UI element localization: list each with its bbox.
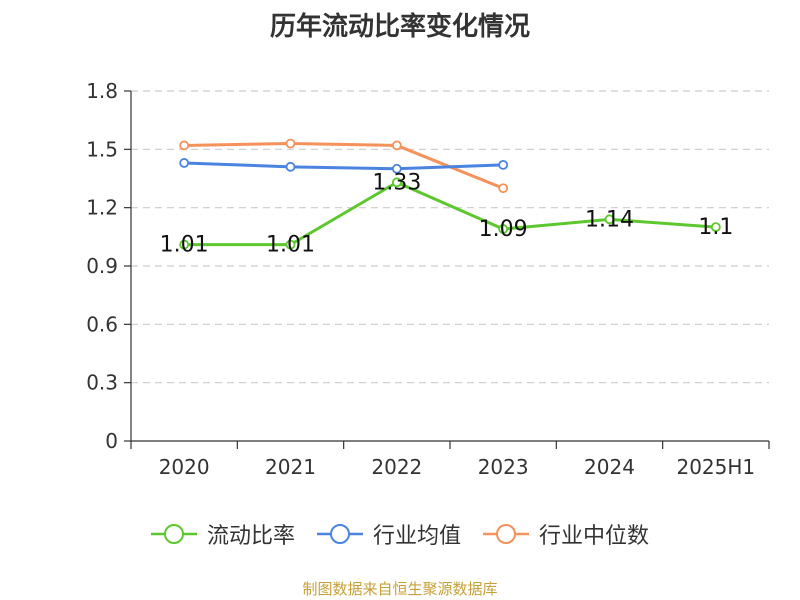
data-point (391, 140, 402, 151)
legend: 流动比率 行业均值 行业中位数 (0, 518, 800, 550)
data-point (710, 222, 721, 233)
data-point (604, 214, 615, 225)
data-point (498, 159, 509, 170)
data-point (391, 177, 402, 188)
x-tick-label: 2022 (371, 455, 422, 479)
legend-swatch (150, 524, 197, 544)
data-label: 1.01 (160, 233, 209, 258)
legend-label: 行业均值 (372, 524, 461, 549)
x-tick-label: 2023 (478, 455, 529, 479)
data-point (285, 161, 296, 172)
data-label: 1.14 (585, 207, 634, 232)
data-label: 1.09 (479, 217, 528, 242)
data-labels: 1.01 1.01 1.33 1.09 1.14 1.1 (160, 170, 734, 257)
y-tick-label: 1.5 (86, 137, 118, 161)
y-tick-label: 0.6 (86, 312, 118, 336)
axes: 0 0.3 0.6 0.9 1.2 1.5 1.8 2020 2021 2022 2023 2024 2… (86, 79, 770, 479)
data-point (391, 163, 402, 174)
legend-item-1[interactable]: 行业均值 (316, 518, 461, 550)
y-tick-label: 0.3 (86, 371, 118, 395)
chart-title: 历年流动比率变化情况 (269, 12, 530, 42)
legend-marker (163, 524, 184, 544)
series-line-0 (184, 180, 716, 247)
x-tick-label: 2021 (265, 455, 316, 479)
grid (131, 90, 769, 384)
x-tick-label: 2025H1 (676, 455, 755, 479)
legend-item-2[interactable]: 行业中位数 (483, 518, 649, 550)
legend-label: 行业中位数 (539, 524, 650, 549)
data-point (498, 224, 509, 234)
legend-item-0[interactable]: 流动比率 (150, 518, 295, 550)
x-tick-label: 2020 (159, 455, 210, 479)
data-point (498, 183, 509, 194)
legend-marker (496, 524, 516, 544)
data-label: 1.01 (266, 233, 315, 258)
source-note: 制图数据来自恒生聚源数据库 (302, 580, 498, 598)
legend-marker (329, 524, 350, 544)
data-point (285, 239, 296, 250)
legend-swatch (483, 524, 529, 544)
y-tick-label: 1.8 (86, 79, 118, 103)
y-tick-label: 1.2 (86, 196, 118, 220)
series (179, 138, 721, 250)
data-label: 1.1 (698, 215, 733, 240)
data-point (179, 158, 190, 168)
data-point (285, 138, 296, 149)
x-tick-label: 2024 (584, 455, 635, 479)
data-label: 1.33 (372, 170, 421, 195)
y-tick-label: 0 (105, 429, 118, 453)
y-tick-label: 0.9 (86, 254, 118, 278)
data-point (179, 140, 190, 151)
legend-swatch (316, 524, 363, 544)
data-point (179, 239, 190, 250)
series-line-1 (184, 161, 504, 171)
legend-label: 流动比率 (206, 524, 295, 549)
